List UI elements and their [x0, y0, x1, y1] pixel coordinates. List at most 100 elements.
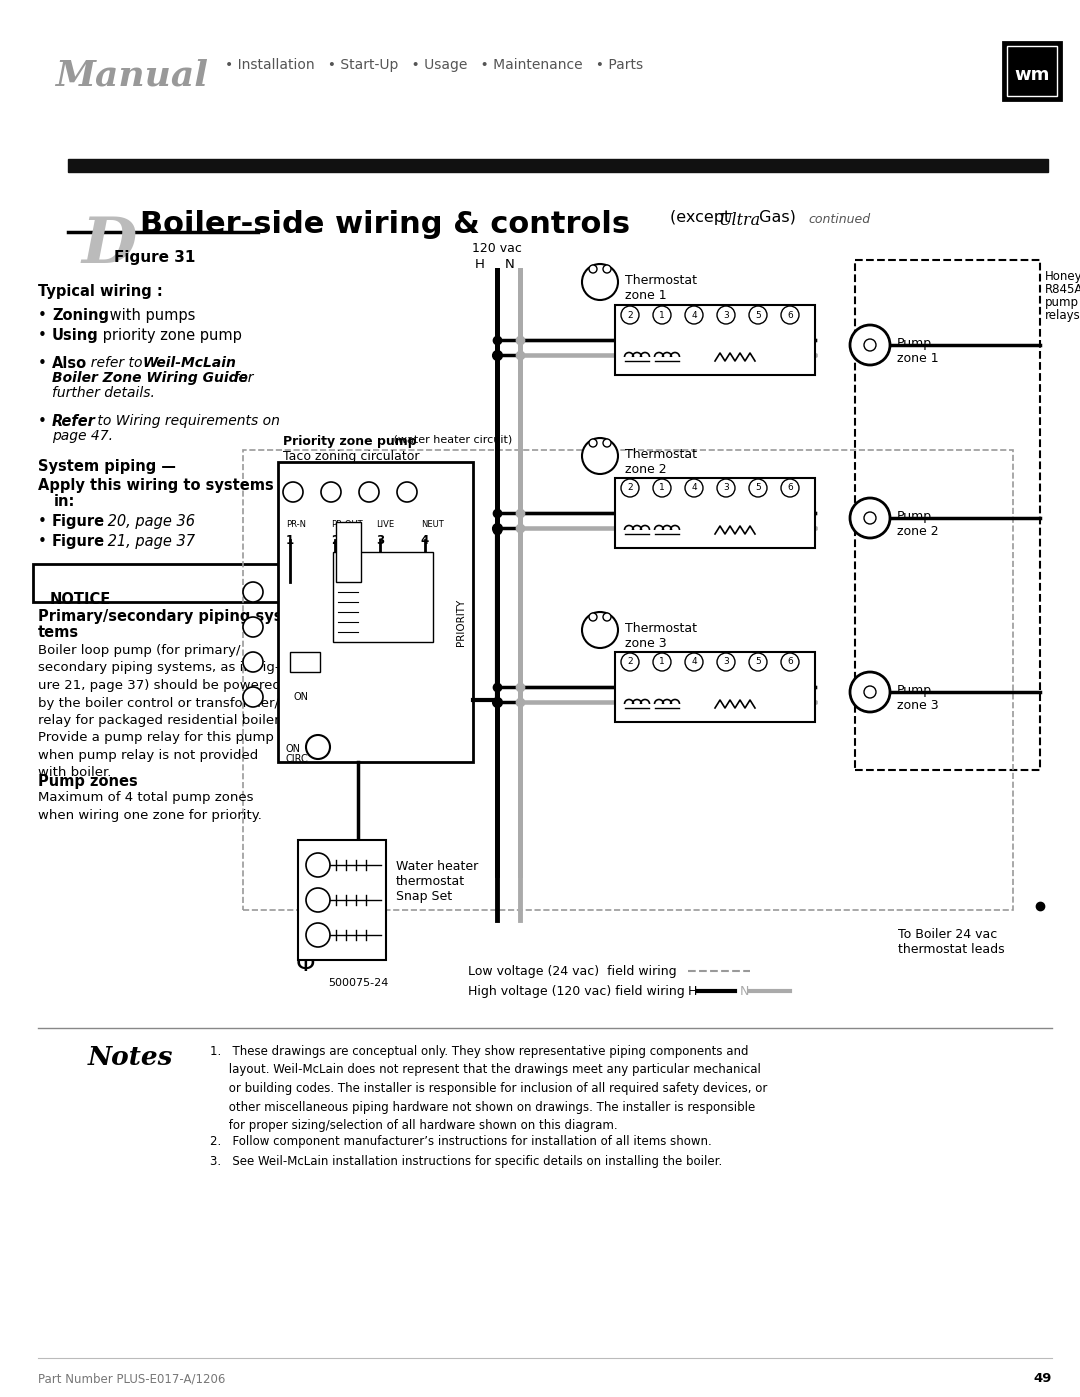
Circle shape [621, 652, 639, 671]
Text: Typical wiring :: Typical wiring : [38, 284, 163, 299]
Bar [33, 564, 281, 602]
Text: with pumps: with pumps [105, 307, 195, 323]
Text: ON: ON [293, 692, 308, 703]
Circle shape [243, 583, 264, 602]
Text: Pump
zone 2: Pump zone 2 [897, 510, 939, 538]
Text: Figure: Figure [52, 534, 105, 549]
Text: further details.: further details. [52, 386, 154, 400]
Text: System piping —: System piping — [38, 460, 176, 474]
Circle shape [589, 613, 597, 622]
Circle shape [621, 306, 639, 324]
Text: PR-OUT: PR-OUT [330, 520, 363, 529]
Text: 49: 49 [1034, 1372, 1052, 1384]
Text: NOTICE: NOTICE [50, 592, 111, 608]
Text: Thermostat
zone 1: Thermostat zone 1 [625, 274, 697, 302]
Text: in:: in: [54, 495, 76, 509]
Text: Using: Using [52, 328, 98, 344]
Text: 4: 4 [691, 658, 697, 666]
Text: thermostat leads: thermostat leads [897, 943, 1004, 956]
Text: Manual: Manual [55, 59, 208, 92]
Bar [1007, 46, 1057, 96]
Text: Pump zones: Pump zones [38, 774, 138, 789]
Text: 3: 3 [724, 310, 729, 320]
Text: refer to: refer to [82, 356, 151, 370]
Text: CIRC: CIRC [286, 754, 309, 764]
Text: for: for [230, 372, 254, 386]
Bar [615, 305, 815, 374]
Text: H: H [475, 258, 485, 271]
Text: N: N [740, 985, 750, 997]
Bar [68, 159, 1048, 172]
Bar [1003, 42, 1061, 101]
Bar [291, 652, 320, 672]
Text: •: • [38, 534, 52, 549]
Text: relays: relays [1045, 309, 1080, 321]
Text: •: • [38, 307, 52, 323]
Text: 2: 2 [314, 895, 322, 905]
Text: +: + [247, 585, 258, 598]
Circle shape [582, 264, 618, 300]
Text: 1: 1 [314, 861, 322, 870]
Text: R845A: R845A [1045, 284, 1080, 296]
Text: Thermostat
zone 3: Thermostat zone 3 [625, 622, 697, 650]
Text: Maximum of 4 total pump zones
when wiring one zone for priority.: Maximum of 4 total pump zones when wirin… [38, 791, 261, 821]
Text: 4: 4 [691, 483, 697, 493]
Circle shape [603, 613, 611, 622]
Circle shape [306, 735, 330, 759]
Text: Taco zoning circulator: Taco zoning circulator [283, 450, 419, 462]
Circle shape [653, 306, 671, 324]
Circle shape [321, 482, 341, 502]
Circle shape [306, 923, 330, 947]
Text: N: N [505, 258, 515, 271]
Text: Primary/secondary piping sys-: Primary/secondary piping sys- [38, 609, 288, 624]
Text: +: + [247, 690, 258, 704]
Text: Apply this wiring to systems: Apply this wiring to systems [38, 478, 273, 493]
Text: Gas): Gas) [754, 210, 796, 225]
Text: +: + [402, 486, 413, 499]
Text: • Installation   • Start-Up   • Usage   • Maintenance   • Parts: • Installation • Start-Up • Usage • Main… [225, 59, 643, 73]
Text: 20, page 36: 20, page 36 [103, 514, 195, 529]
Text: 500075-24: 500075-24 [328, 978, 389, 988]
Text: High voltage (120 vac) field wiring: High voltage (120 vac) field wiring [468, 985, 685, 997]
Circle shape [750, 479, 767, 497]
Text: wm: wm [1014, 66, 1050, 84]
Circle shape [850, 672, 890, 712]
Circle shape [653, 652, 671, 671]
Circle shape [685, 652, 703, 671]
Text: tems: tems [38, 624, 79, 640]
Circle shape [653, 479, 671, 497]
Text: to Wiring requirements on: to Wiring requirements on [93, 414, 280, 427]
Text: 1: 1 [659, 310, 665, 320]
Text: (except: (except [670, 210, 735, 225]
Circle shape [781, 652, 799, 671]
Text: Notes: Notes [87, 1045, 174, 1070]
Circle shape [243, 617, 264, 637]
Text: (water heater circuit): (water heater circuit) [390, 434, 512, 446]
Text: Part Number PLUS-E017-A/1206: Part Number PLUS-E017-A/1206 [38, 1372, 226, 1384]
Circle shape [717, 479, 735, 497]
Text: Figure: Figure [52, 514, 105, 529]
Text: +: + [364, 486, 375, 499]
Circle shape [864, 339, 876, 351]
Text: Boiler-side wiring & controls: Boiler-side wiring & controls [140, 210, 630, 239]
Circle shape [621, 479, 639, 497]
Text: Boiler Zone Wiring Guide: Boiler Zone Wiring Guide [52, 372, 248, 386]
Circle shape [717, 652, 735, 671]
Text: ON: ON [286, 745, 301, 754]
Text: Honeywell: Honeywell [1045, 270, 1080, 284]
Circle shape [582, 612, 618, 648]
Text: thermostat: thermostat [396, 875, 465, 888]
Text: 2: 2 [627, 483, 633, 493]
Circle shape [850, 326, 890, 365]
Text: D: D [82, 215, 137, 277]
Text: 21, page 37: 21, page 37 [103, 534, 195, 549]
Circle shape [750, 306, 767, 324]
Text: PRIORITY: PRIORITY [456, 598, 465, 645]
Circle shape [589, 265, 597, 272]
Circle shape [685, 479, 703, 497]
Bar [855, 260, 1040, 770]
Text: 2: 2 [627, 310, 633, 320]
Text: PR-N: PR-N [286, 520, 306, 529]
Text: 4: 4 [691, 310, 697, 320]
Circle shape [603, 439, 611, 447]
